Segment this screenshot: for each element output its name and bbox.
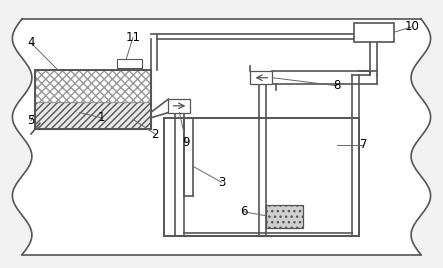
Bar: [35, 70, 151, 102]
Bar: [266, 205, 303, 228]
Polygon shape: [12, 19, 431, 255]
Text: 11: 11: [125, 31, 140, 44]
Text: 9: 9: [183, 136, 190, 148]
Text: 3: 3: [218, 176, 225, 189]
Text: 7: 7: [360, 138, 367, 151]
Text: 2: 2: [152, 128, 159, 140]
Bar: [354, 23, 394, 42]
Text: 6: 6: [240, 205, 247, 218]
Text: 1: 1: [98, 111, 105, 124]
Text: 10: 10: [404, 20, 420, 33]
Bar: [168, 99, 190, 113]
Text: 4: 4: [27, 36, 35, 49]
Bar: [164, 118, 359, 236]
Bar: [35, 70, 151, 129]
Bar: [250, 71, 272, 84]
Bar: [35, 102, 151, 129]
Bar: [117, 59, 142, 68]
Text: 5: 5: [27, 114, 35, 127]
Text: 8: 8: [333, 79, 340, 92]
